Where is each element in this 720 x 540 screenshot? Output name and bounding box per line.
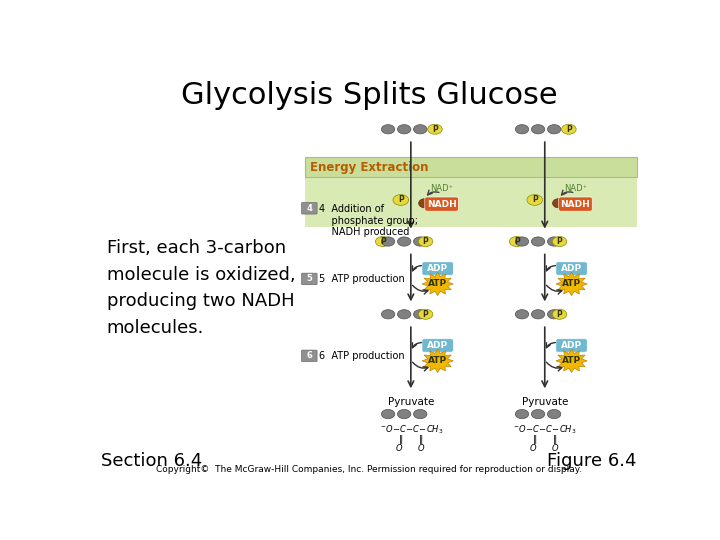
FancyBboxPatch shape [302,273,317,285]
FancyBboxPatch shape [305,157,637,177]
Ellipse shape [382,309,395,319]
FancyBboxPatch shape [559,197,592,211]
Text: Figure 6.4: Figure 6.4 [547,452,637,470]
Text: P: P [423,237,428,246]
Text: 6: 6 [306,352,312,360]
Text: P: P [557,310,562,319]
FancyBboxPatch shape [305,177,637,227]
Ellipse shape [531,237,545,246]
Text: P: P [566,125,572,134]
Text: $^-\!O\!-\!C\!-\!C\!-\!CH_3$: $^-\!O\!-\!C\!-\!C\!-\!CH_3$ [513,424,577,436]
Ellipse shape [531,125,545,134]
Text: NADH: NADH [427,200,456,208]
Text: Pyruvate: Pyruvate [521,397,568,408]
Ellipse shape [531,409,545,418]
Ellipse shape [547,309,561,319]
Text: ATP: ATP [428,279,447,288]
Text: P: P [423,310,428,319]
Ellipse shape [547,237,561,246]
Ellipse shape [418,199,431,208]
FancyBboxPatch shape [556,339,588,352]
Ellipse shape [413,309,427,319]
Text: $O\quad\quad O$: $O\quad\quad O$ [529,442,560,453]
Ellipse shape [382,409,395,418]
Text: P: P [432,125,438,134]
Ellipse shape [562,124,576,134]
Text: $O\quad\quad O$: $O\quad\quad O$ [395,442,426,453]
Text: P: P [557,237,562,246]
Ellipse shape [375,237,390,247]
Ellipse shape [547,125,561,134]
FancyBboxPatch shape [422,339,454,352]
Polygon shape [422,272,454,295]
Ellipse shape [552,237,567,247]
FancyBboxPatch shape [422,262,454,275]
Ellipse shape [552,199,565,208]
Ellipse shape [428,124,442,134]
Ellipse shape [509,237,524,247]
Text: ATP: ATP [562,356,581,366]
Ellipse shape [397,309,411,319]
Text: NADH: NADH [561,200,590,208]
Text: NAD⁺: NAD⁺ [564,184,587,193]
Polygon shape [556,272,588,295]
Ellipse shape [516,237,528,246]
Text: 5: 5 [306,274,312,284]
FancyBboxPatch shape [302,202,317,214]
Text: 5  ATP production: 5 ATP production [319,274,405,284]
Ellipse shape [413,237,427,246]
Ellipse shape [413,125,427,134]
Text: P: P [380,237,386,246]
Ellipse shape [552,309,567,319]
Polygon shape [556,349,588,373]
Text: $\|\quad\quad\|$: $\|\quad\quad\|$ [398,433,423,446]
Text: P: P [514,237,520,246]
Ellipse shape [413,409,427,418]
Text: ADP: ADP [561,264,582,273]
Ellipse shape [382,125,395,134]
Text: First, each 3-carbon
molecule is oxidized,
producing two NADH
molecules.: First, each 3-carbon molecule is oxidize… [107,239,295,336]
Text: ATP: ATP [428,356,447,366]
Ellipse shape [393,194,409,205]
Text: Energy Extraction: Energy Extraction [310,160,429,173]
Text: Section 6.4: Section 6.4 [101,452,202,470]
Text: 4  Addition of
    phosphate group;
    NADH produced: 4 Addition of phosphate group; NADH prod… [319,204,418,237]
Text: NAD⁺: NAD⁺ [430,184,453,193]
Text: Glycolysis Splits Glucose: Glycolysis Splits Glucose [181,82,557,111]
Ellipse shape [382,237,395,246]
Text: P: P [532,195,538,205]
Text: 4: 4 [306,204,312,213]
FancyBboxPatch shape [556,262,588,275]
Text: Copyright©  The McGraw-Hill Companies, Inc. Permission required for reproduction: Copyright© The McGraw-Hill Companies, In… [156,465,582,474]
Ellipse shape [516,409,528,418]
Text: Pyruvate: Pyruvate [387,397,434,408]
Ellipse shape [418,237,433,247]
Text: ADP: ADP [561,341,582,350]
Text: ADP: ADP [427,264,448,273]
Ellipse shape [531,309,545,319]
Ellipse shape [418,309,433,319]
Ellipse shape [397,125,411,134]
FancyBboxPatch shape [302,350,317,362]
Text: P: P [398,195,404,205]
Text: ADP: ADP [427,341,448,350]
Ellipse shape [547,409,561,418]
Ellipse shape [527,194,543,205]
Ellipse shape [397,409,411,418]
Text: 6  ATP production: 6 ATP production [319,351,405,361]
FancyBboxPatch shape [425,197,458,211]
Ellipse shape [516,309,528,319]
Text: $^-\!O\!-\!C\!-\!C\!-\!CH_3$: $^-\!O\!-\!C\!-\!C\!-\!CH_3$ [379,424,443,436]
Text: ATP: ATP [562,279,581,288]
Text: $\|\quad\quad\|$: $\|\quad\quad\|$ [532,433,557,446]
Polygon shape [422,349,454,373]
Ellipse shape [397,237,411,246]
Ellipse shape [516,125,528,134]
